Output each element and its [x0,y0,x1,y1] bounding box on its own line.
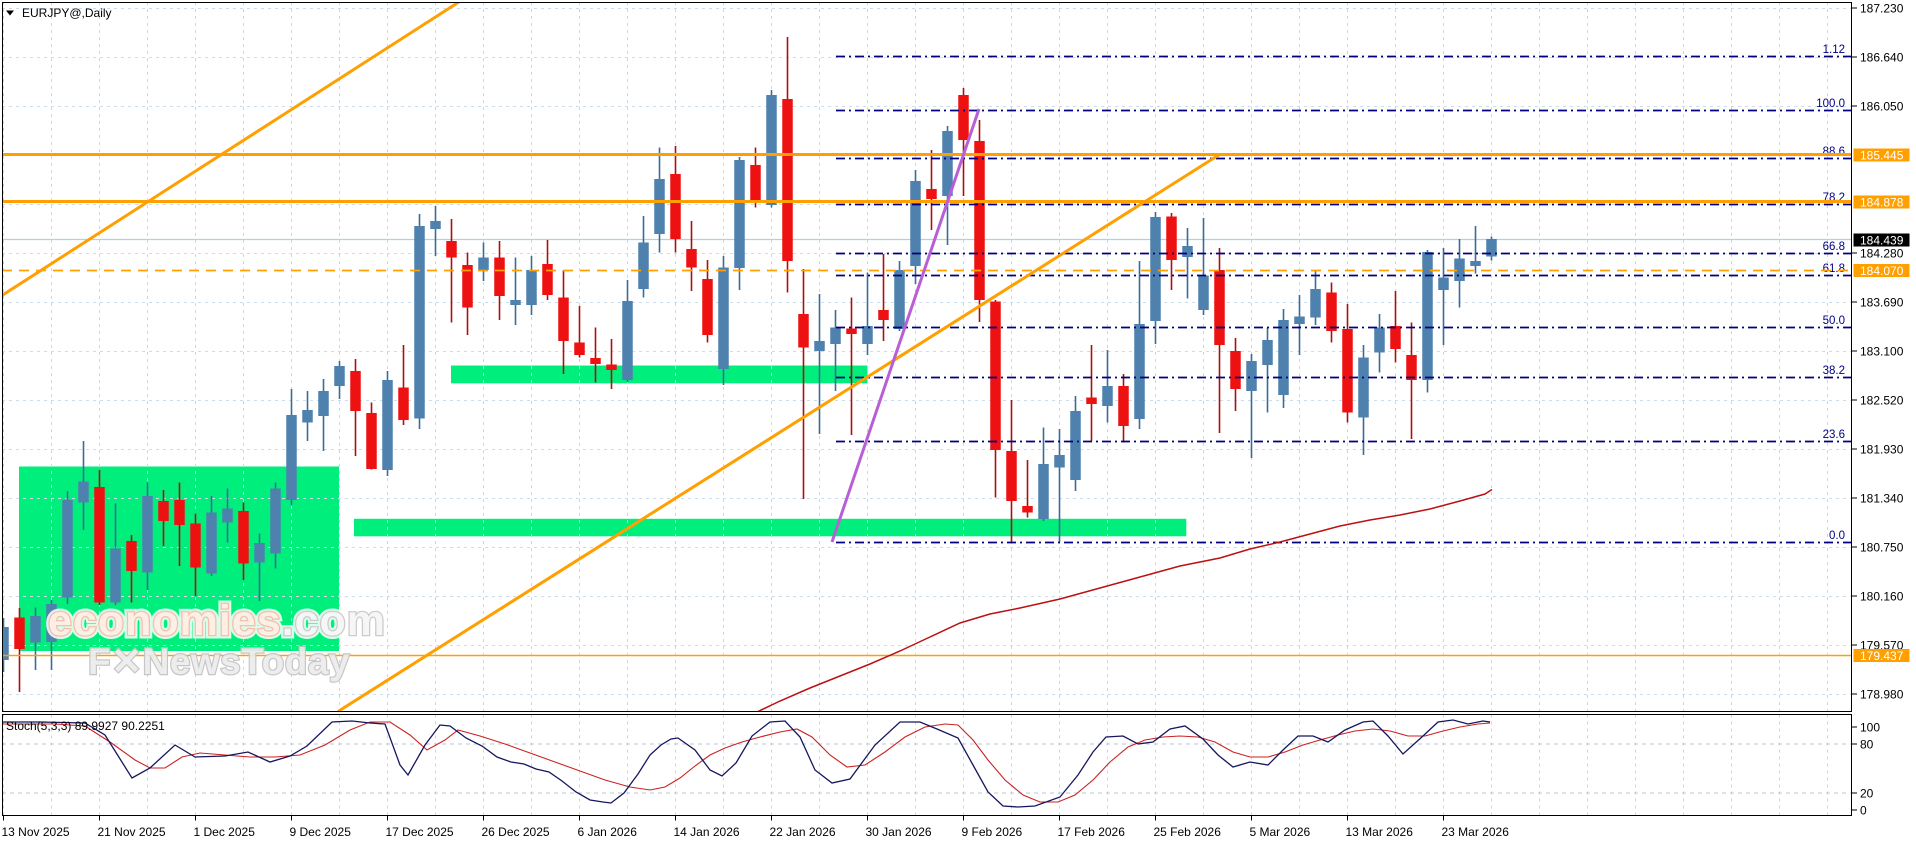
svg-text:17 Feb 2026: 17 Feb 2026 [1058,825,1126,839]
svg-text:1.12: 1.12 [1823,44,1845,56]
svg-text:183.690: 183.690 [1860,296,1904,310]
svg-text:23.6: 23.6 [1823,429,1845,441]
svg-text:100.0: 100.0 [1816,98,1845,110]
svg-text:0: 0 [1860,804,1867,818]
svg-text:30 Jan 2026: 30 Jan 2026 [866,825,932,839]
svg-text:184.439: 184.439 [1860,234,1904,248]
svg-text:181.340: 181.340 [1860,492,1904,506]
svg-text:23 Mar 2026: 23 Mar 2026 [1442,825,1510,839]
svg-text:88.6: 88.6 [1823,146,1845,158]
svg-text:178.980: 178.980 [1860,688,1904,702]
svg-text:184.878: 184.878 [1860,196,1904,210]
svg-text:26 Dec 2025: 26 Dec 2025 [482,825,550,839]
svg-text:economies.com: economies.com [48,597,386,645]
svg-text:61.8: 61.8 [1823,263,1845,275]
svg-text:184.070: 184.070 [1860,264,1904,278]
svg-text:184.280: 184.280 [1860,247,1904,261]
svg-text:182.520: 182.520 [1860,394,1904,408]
svg-text:EURJPY@,Daily: EURJPY@,Daily [22,6,112,20]
svg-text:80: 80 [1860,738,1874,752]
svg-text:9 Dec 2025: 9 Dec 2025 [290,825,352,839]
svg-text:13 Nov 2025: 13 Nov 2025 [2,825,70,839]
svg-text:20: 20 [1860,787,1874,801]
svg-text:66.8: 66.8 [1823,241,1845,253]
svg-text:17 Dec 2025: 17 Dec 2025 [386,825,454,839]
svg-text:180.160: 180.160 [1860,590,1904,604]
svg-text:50.0: 50.0 [1823,315,1845,327]
svg-text:180.750: 180.750 [1860,541,1904,555]
svg-text:100: 100 [1860,721,1880,735]
svg-text:1 Dec 2025: 1 Dec 2025 [194,825,256,839]
svg-text:179.437: 179.437 [1860,649,1904,663]
svg-text:21 Nov 2025: 21 Nov 2025 [98,825,166,839]
svg-text:5 Mar 2026: 5 Mar 2026 [1250,825,1311,839]
svg-text:14 Jan 2026: 14 Jan 2026 [674,825,740,839]
svg-text:38.2: 38.2 [1823,365,1845,377]
svg-text:22 Jan 2026: 22 Jan 2026 [770,825,836,839]
svg-text:25 Feb 2026: 25 Feb 2026 [1154,825,1222,839]
svg-text:F✕NewsToday: F✕NewsToday [88,641,350,682]
svg-text:185.445: 185.445 [1860,149,1904,163]
svg-text:187.230: 187.230 [1860,2,1904,16]
svg-text:181.930: 181.930 [1860,443,1904,457]
svg-text:Stoch(5,3,3) 89.9927 90.2251: Stoch(5,3,3) 89.9927 90.2251 [6,719,165,733]
svg-text:6 Jan 2026: 6 Jan 2026 [578,825,638,839]
svg-text:economies.com: economies.com [48,597,386,645]
svg-text:0.0: 0.0 [1829,530,1845,542]
svg-text:186.050: 186.050 [1860,100,1904,114]
svg-text:183.100: 183.100 [1860,345,1904,359]
svg-text:9 Feb 2026: 9 Feb 2026 [962,825,1023,839]
svg-text:186.640: 186.640 [1860,51,1904,65]
svg-text:13 Mar 2026: 13 Mar 2026 [1346,825,1414,839]
